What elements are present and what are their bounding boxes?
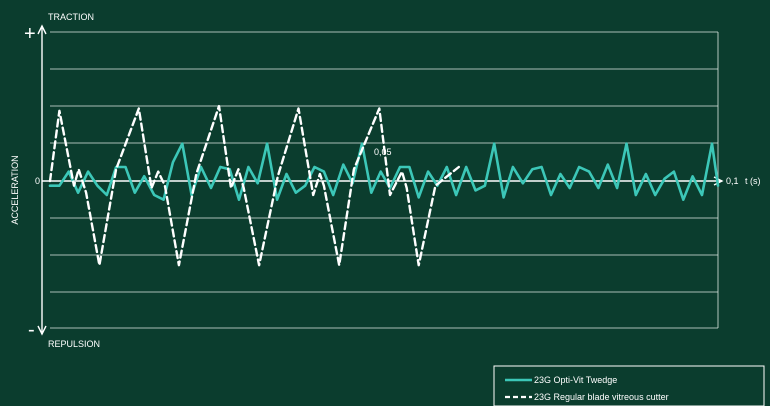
x-tick-label-1: 0,1: [726, 176, 739, 186]
repulsion-label: REPULSION: [48, 339, 100, 349]
series-line-regular-cutter: [48, 104, 460, 267]
legend: 23G Opti-Vit Twedge 23G Regular blade vi…: [493, 365, 765, 406]
series-lines: [48, 104, 720, 267]
legend-label-dashed: 23G Regular blade vitreous cutter: [534, 392, 669, 402]
y-axis-label: ACCELERATION: [10, 155, 20, 224]
legend-box: [493, 365, 765, 406]
axis-labels: ACCELERATION TRACTION REPULSION + - 0 t …: [10, 12, 761, 349]
legend-label-solid: 23G Opti-Vit Twedge: [534, 375, 617, 385]
x-unit-label: t (s): [745, 176, 761, 186]
zero-label: 0: [35, 176, 40, 186]
minus-sign: -: [28, 319, 35, 341]
y-axis-arrow-down: [37, 325, 47, 336]
grid-lines: [50, 31, 719, 329]
x-tick-label-0: 0,05: [374, 147, 392, 157]
series-line-opti-vit: [48, 142, 720, 201]
y-axis-arrow-up: [37, 24, 47, 35]
x-tick-labels: 0,05 0,1: [374, 147, 739, 186]
traction-label: TRACTION: [48, 12, 94, 22]
plus-sign: +: [24, 23, 36, 45]
